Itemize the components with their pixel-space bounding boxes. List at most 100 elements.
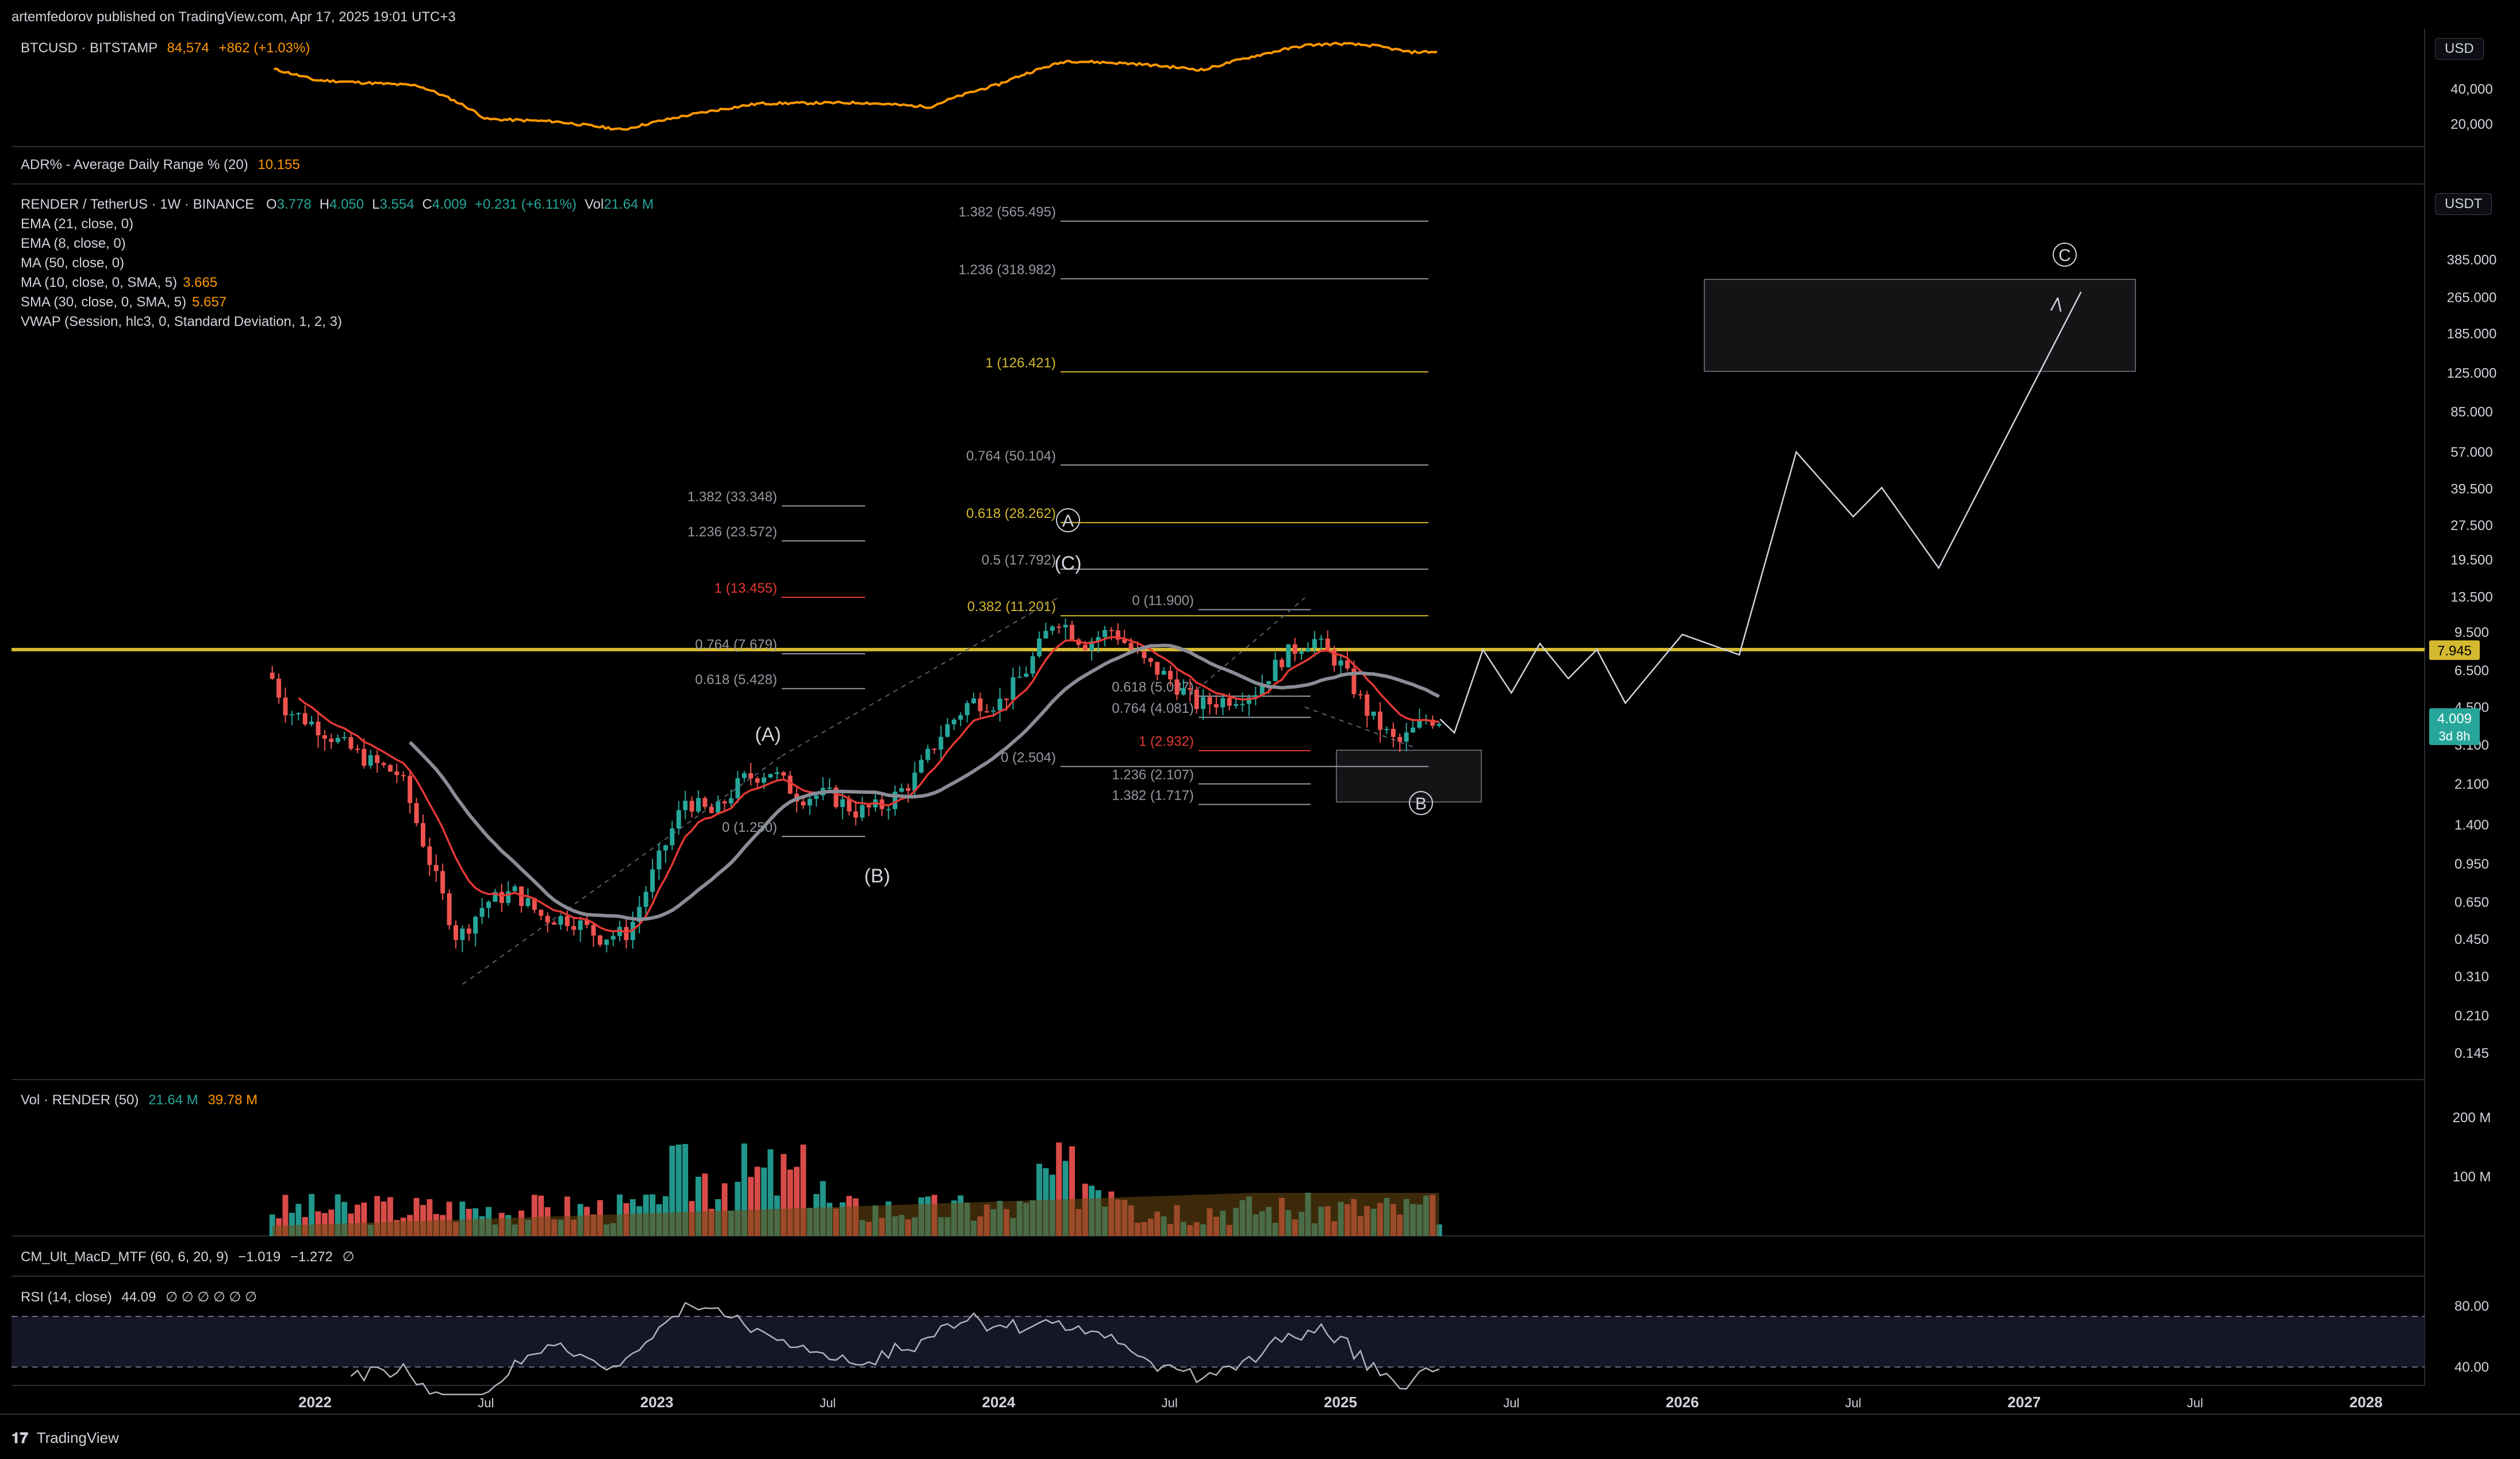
volume-bar [354,1204,360,1236]
volume-bar [282,1195,289,1236]
btc-legend[interactable]: BTCUSD · BITSTAMP 84,574 +862 (+1.03%) [21,40,310,56]
candle-body [938,736,943,750]
candle-body [1411,727,1416,733]
time-tick: 2024 [982,1393,1015,1411]
candle-body [1305,648,1311,652]
fib-label: 0.618 (28.262) [966,506,1056,521]
main-currency-badge[interactable]: USDT [2435,193,2492,215]
candle-body [1358,694,1363,696]
btc-price-line [274,41,1438,131]
candle-body [1390,728,1396,737]
candle-body [1142,651,1147,658]
candle-body [643,892,648,907]
candle-body [578,920,583,930]
wave-circle [1409,791,1433,815]
price-tick: 385.000 [2447,252,2497,268]
level-price-tag [2429,640,2480,660]
candle-body [1188,688,1193,690]
time-tick: Jul [478,1396,494,1410]
candle-body [663,845,668,851]
volume-bar [767,1149,774,1236]
candle-body [833,788,839,807]
rsi-legend-tail: ∅ ∅ ∅ ∅ ∅ ∅ [166,1289,257,1305]
main-legend[interactable]: RENDER / TetherUS · 1W · BINANCE O3.778 H… [21,197,654,213]
volume-bar [328,1210,335,1236]
candle-body [1332,649,1337,666]
adr-legend-value: 10.155 [258,157,300,172]
adr-legend[interactable]: ADR% - Average Daily Range % (20) 10.155 [21,157,300,173]
time-tick: Jul [820,1396,836,1410]
candle-body [1365,694,1370,716]
candle-body [742,773,747,778]
fib-label: 1.382 (1.717) [1112,788,1194,803]
candle-body [656,850,662,870]
volume-legend[interactable]: Vol · RENDER (50) 21.64 M 39.78 M [21,1092,258,1108]
ohlc-item: O3.778 [266,197,312,212]
volume-bar [781,1154,787,1236]
projection-path[interactable] [1439,291,2082,734]
candle-body [1194,689,1199,709]
ohlc-item: C4.009 [422,197,467,212]
indicator-row[interactable]: MA (10, close, 0, SMA, 5) 3.665 [21,275,217,291]
volume-legend-v1: 21.64 M [148,1092,198,1108]
candle-body [1227,698,1232,706]
support-box[interactable] [1336,750,1482,803]
candle-body [414,803,419,823]
candle-body [801,801,806,806]
candle-body [401,775,406,777]
ohlc-item: Vol21.64 M [585,197,654,212]
candle-body [617,927,623,936]
btc-currency-badge[interactable]: USD [2435,38,2484,60]
candle-body [302,713,308,724]
fib-label: 0.382 (11.201) [967,599,1056,615]
target-box[interactable] [1704,279,2136,372]
macd-legend[interactable]: CM_Ult_MacD_MTF (60, 6, 20, 9) −1.019 −1… [21,1249,355,1265]
candle-body [1043,631,1048,639]
volume-bar [675,1145,682,1236]
candle-body [466,928,471,934]
indicator-row[interactable]: EMA (8, close, 0) [21,236,126,252]
indicator-row[interactable]: EMA (21, close, 0) [21,216,133,232]
candle-body [486,901,491,908]
fib-label: 0.618 (5.037) [1112,679,1194,695]
candle-body [296,713,301,715]
candle-body [1430,719,1435,726]
candle-body [1115,630,1120,640]
candle-body [316,721,321,736]
volume-legend-v2: 39.78 M [208,1092,258,1108]
candle-body [1404,732,1409,742]
volume-bar [420,1205,426,1236]
rsi-legend[interactable]: RSI (14, close) 44.09 ∅ ∅ ∅ ∅ ∅ ∅ [21,1289,257,1306]
candle-body [433,865,439,871]
candle-body [1417,720,1422,728]
volume-bar [374,1196,381,1236]
candle-body [1102,629,1108,638]
volume-ma-area [272,1193,1439,1236]
macd-legend-v2: −1.272 [290,1249,333,1265]
candle-body [1128,643,1134,650]
volume-bar [427,1199,433,1236]
fib-label: 1.382 (565.495) [959,205,1056,220]
rsi-band [11,1316,2425,1368]
indicator-row[interactable]: MA (50, close, 0) [21,255,124,271]
indicator-label: EMA (8, close, 0) [21,236,126,251]
volume-bar [341,1201,348,1236]
rsi-tick: 40.00 [2454,1360,2489,1375]
candle-body [276,678,282,698]
wave-labels: (A) (B) (C) A B C [755,243,2077,887]
candle-body [1155,662,1160,675]
ohlc-key: O [266,197,277,212]
indicator-row[interactable]: SMA (30, close, 0, SMA, 5) 5.657 [21,294,226,310]
wave-label: (C) [1054,552,1081,574]
candle-body [453,925,458,940]
candle-body [676,810,681,829]
fib-label: 0.764 (7.679) [695,637,777,652]
indicator-row[interactable]: VWAP (Session, hlc3, 0, Standard Deviati… [21,314,342,330]
price-tick: 57.000 [2450,444,2492,460]
candle-body [1240,704,1245,705]
footer-brand[interactable]: 𝟏𝟕 TradingView [11,1429,119,1448]
volume-tick: 200 M [2453,1110,2491,1126]
ohlc-item: H4.050 [320,197,364,212]
candle-body [610,936,616,940]
